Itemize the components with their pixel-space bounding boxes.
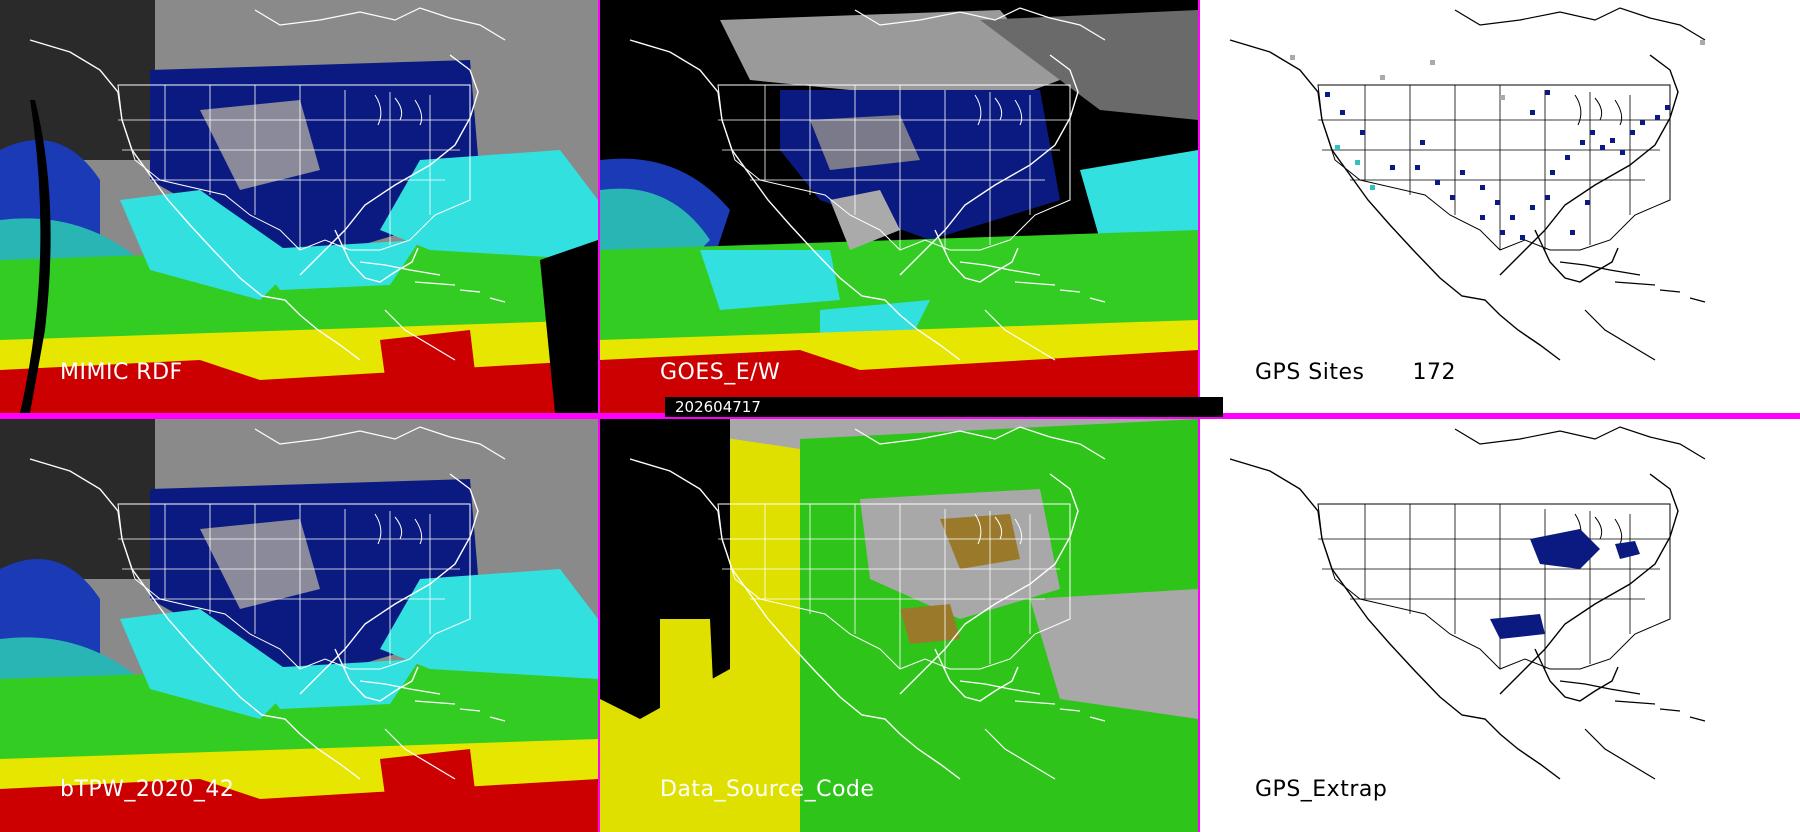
gps-sites-title: GPS Sites <box>1255 360 1365 385</box>
extrap-region-east <box>1615 541 1640 559</box>
gps-sites-map <box>1200 0 1800 413</box>
extrap-region-ohio <box>1530 529 1600 569</box>
gps-site-markers <box>1325 90 1670 240</box>
goes-map <box>600 0 1198 413</box>
gps-sites-count: 172 <box>1412 360 1456 385</box>
divider-vertical-left <box>598 0 600 832</box>
timestamp-text: 202604717 <box>675 398 761 416</box>
gps-extrap-panel[interactable]: GPS_Extrap <box>1200 419 1800 832</box>
btpw-label: bTPW_2020_42 <box>60 777 235 802</box>
extrap-region-gulf <box>1490 614 1545 639</box>
data-source-label: Data_Source_Code <box>660 777 875 802</box>
mimic-rdf-map <box>0 0 598 413</box>
goes-label: GOES_E/W <box>660 360 781 385</box>
timestamp-bar: 202604717 <box>665 397 1223 417</box>
btpw-panel[interactable]: bTPW_2020_42 <box>0 419 598 832</box>
data-source-panel[interactable]: Data_Source_Code <box>600 419 1198 832</box>
goes-panel[interactable]: GOES_E/W <box>600 0 1198 413</box>
gps-sites-label: GPS Sites 172 <box>1255 360 1456 385</box>
mimic-rdf-label: MIMIC RDF <box>60 360 183 385</box>
mimic-rdf-panel[interactable]: MIMIC RDF <box>0 0 598 413</box>
btpw-map <box>0 419 598 832</box>
gps-extrap-map <box>1200 419 1800 832</box>
gps-sites-panel[interactable]: GPS Sites 172 <box>1200 0 1800 413</box>
gps-extrap-label: GPS_Extrap <box>1255 777 1388 802</box>
data-source-map <box>600 419 1198 832</box>
